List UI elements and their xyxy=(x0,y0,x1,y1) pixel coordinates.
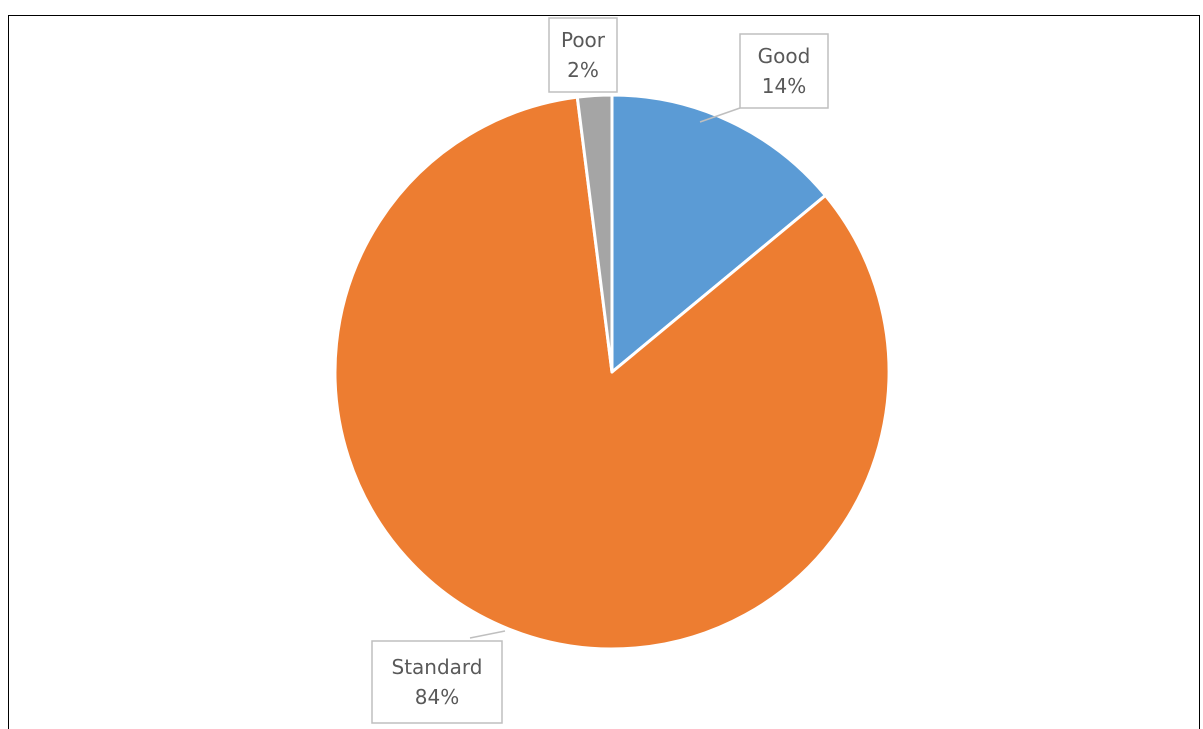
data-label-category-standard: Standard xyxy=(392,655,483,679)
data-label-category-poor: Poor xyxy=(561,28,606,52)
leader-line-standard xyxy=(470,631,505,638)
data-label-value-poor: 2% xyxy=(567,58,599,82)
data-label-value-standard: 84% xyxy=(415,685,459,709)
data-label-standard: Standard 84% xyxy=(372,641,502,723)
data-label-value-good: 14% xyxy=(762,74,806,98)
pie-slices xyxy=(335,95,889,649)
data-label-box-standard xyxy=(372,641,502,723)
data-label-poor: Poor 2% xyxy=(549,18,617,92)
data-label-good: Good 14% xyxy=(740,34,828,108)
data-label-category-good: Good xyxy=(758,44,811,68)
